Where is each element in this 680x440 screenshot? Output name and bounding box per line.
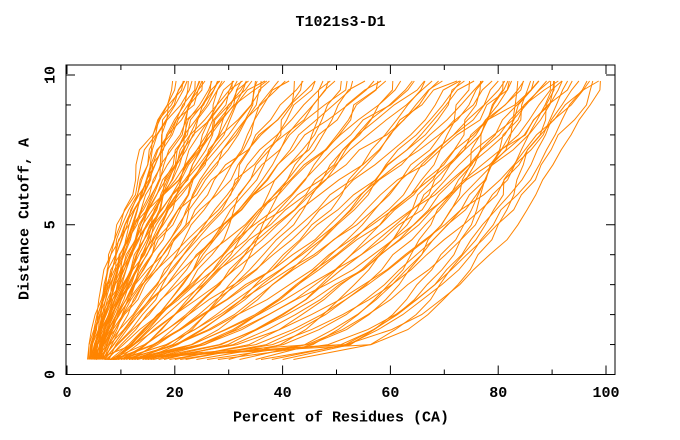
gdt-curve <box>98 80 193 360</box>
gdt-curve <box>99 80 256 360</box>
x-tick-label: 100 <box>592 385 619 402</box>
plot-title: T1021s3-D1 <box>295 14 386 31</box>
gdt-curve <box>271 80 580 360</box>
gdt-curve <box>95 80 295 360</box>
gdt-curve <box>126 80 506 360</box>
gdt-curve <box>110 80 458 360</box>
gdt-curve <box>110 80 555 360</box>
gdt-curve <box>102 80 247 360</box>
gdt-curve <box>107 80 519 360</box>
gdt-curve <box>103 80 262 360</box>
curves-layer <box>87 80 601 360</box>
y-axis-label: Distance Cutoff, A <box>16 137 34 301</box>
gdt-curve <box>142 80 499 360</box>
gdt-curve <box>90 80 270 360</box>
gdt-curve <box>89 80 203 360</box>
gdt-curve <box>123 80 413 360</box>
x-tick-label: 20 <box>166 385 184 402</box>
x-tick-label: 40 <box>274 385 292 402</box>
gdt-curve <box>97 80 286 360</box>
gdt-curve <box>94 80 336 360</box>
gdt-curve <box>134 80 524 360</box>
y-tick-label: 5 <box>43 220 60 229</box>
gdt-curve <box>109 80 461 360</box>
gdt-curve <box>185 80 535 360</box>
gdt-curve <box>120 80 483 360</box>
gdt-curve <box>105 80 433 360</box>
x-tick-label: 60 <box>381 385 399 402</box>
y-tick-label: 10 <box>43 66 60 84</box>
gdt-curve <box>98 80 290 360</box>
gdt-curve <box>142 80 426 360</box>
gdt-curve <box>97 80 249 360</box>
gdt-curve <box>87 80 174 360</box>
gdt-curve <box>104 80 504 360</box>
gdt-curve <box>114 80 443 360</box>
gdt-curve <box>103 80 402 360</box>
gdt-curve <box>112 80 601 360</box>
gdt-curve <box>147 80 462 360</box>
gdt-curve <box>112 80 484 360</box>
gdt-curve <box>239 80 551 360</box>
gdt-curve <box>150 80 599 360</box>
gdt-curve <box>228 80 481 360</box>
gdt-curve <box>104 80 304 360</box>
gdt-curve <box>107 80 354 360</box>
gdt-curve <box>112 80 387 360</box>
gdt-curve <box>101 80 268 360</box>
tick-labels: 0 20 40 60 80 100 0 5 10 <box>43 66 620 402</box>
gdt-curve <box>128 80 559 360</box>
gdt-curve <box>95 80 219 360</box>
gdt-curve <box>282 80 532 360</box>
gdt-curve <box>101 80 324 360</box>
gdt-curve <box>153 80 525 360</box>
plot-border <box>65 64 616 375</box>
x-axis-label: Percent of Residues (CA) <box>232 409 450 427</box>
axis-ticks <box>65 64 616 375</box>
x-tick-label: 80 <box>489 385 507 402</box>
gdt-curve <box>115 80 475 360</box>
gdt-curve <box>108 80 348 360</box>
gdt-curve <box>131 80 573 360</box>
gdt-curve <box>118 80 513 360</box>
gdt-curve <box>260 80 588 360</box>
y-tick-label: 0 <box>43 370 60 379</box>
gdt-curve <box>99 80 375 360</box>
gdt-curve <box>117 80 425 360</box>
gdt-curve <box>92 80 212 360</box>
gdt-curve <box>88 80 186 360</box>
x-tick-label: 0 <box>62 385 71 402</box>
gdt-curve <box>131 80 379 360</box>
gdt-curve <box>89 80 177 360</box>
gdt-curve <box>93 80 235 360</box>
gdt-curve <box>196 80 552 360</box>
gdt-curve <box>100 80 266 360</box>
gdt-curve <box>91 80 223 360</box>
gdt-curve <box>101 80 316 360</box>
